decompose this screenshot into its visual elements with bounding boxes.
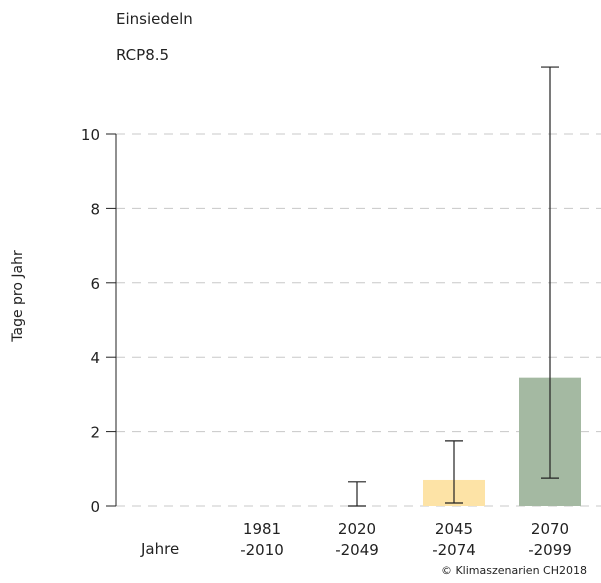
error-bars <box>348 66 559 507</box>
y-tick-label: 10 <box>81 126 100 144</box>
x-tick-label: 1981 <box>243 520 281 538</box>
x-axis-label: Jahre <box>141 540 180 558</box>
x-tick-label: 2020 <box>338 520 376 538</box>
x-tick-label: 2070 <box>531 520 569 538</box>
x-tick-labels: 1981 -2010 2020 -2049 2045 -2074 2070 -2099 <box>240 520 572 559</box>
y-tick-label: 2 <box>90 424 100 442</box>
chart-title: Einsiedeln <box>116 10 193 28</box>
y-tick-label: 6 <box>90 275 100 293</box>
y-tick-label: 0 <box>90 498 100 516</box>
x-tick-label: -2010 <box>240 541 284 559</box>
y-axis: 0 2 4 6 8 10 <box>81 126 117 516</box>
x-tick-label: 2045 <box>435 520 473 538</box>
chart-subtitle: RCP8.5 <box>116 46 170 64</box>
x-tick-label: -2074 <box>432 541 476 559</box>
y-tick-label: 4 <box>90 349 100 367</box>
y-tick-label: 8 <box>90 200 100 218</box>
x-tick-label: -2049 <box>335 541 379 559</box>
x-tick-label: -2099 <box>528 541 572 559</box>
bars <box>423 377 581 506</box>
y-axis-label: Tage pro Jahr <box>10 250 26 342</box>
copyright-note: © Klimaszenarien CH2018 <box>440 564 587 577</box>
